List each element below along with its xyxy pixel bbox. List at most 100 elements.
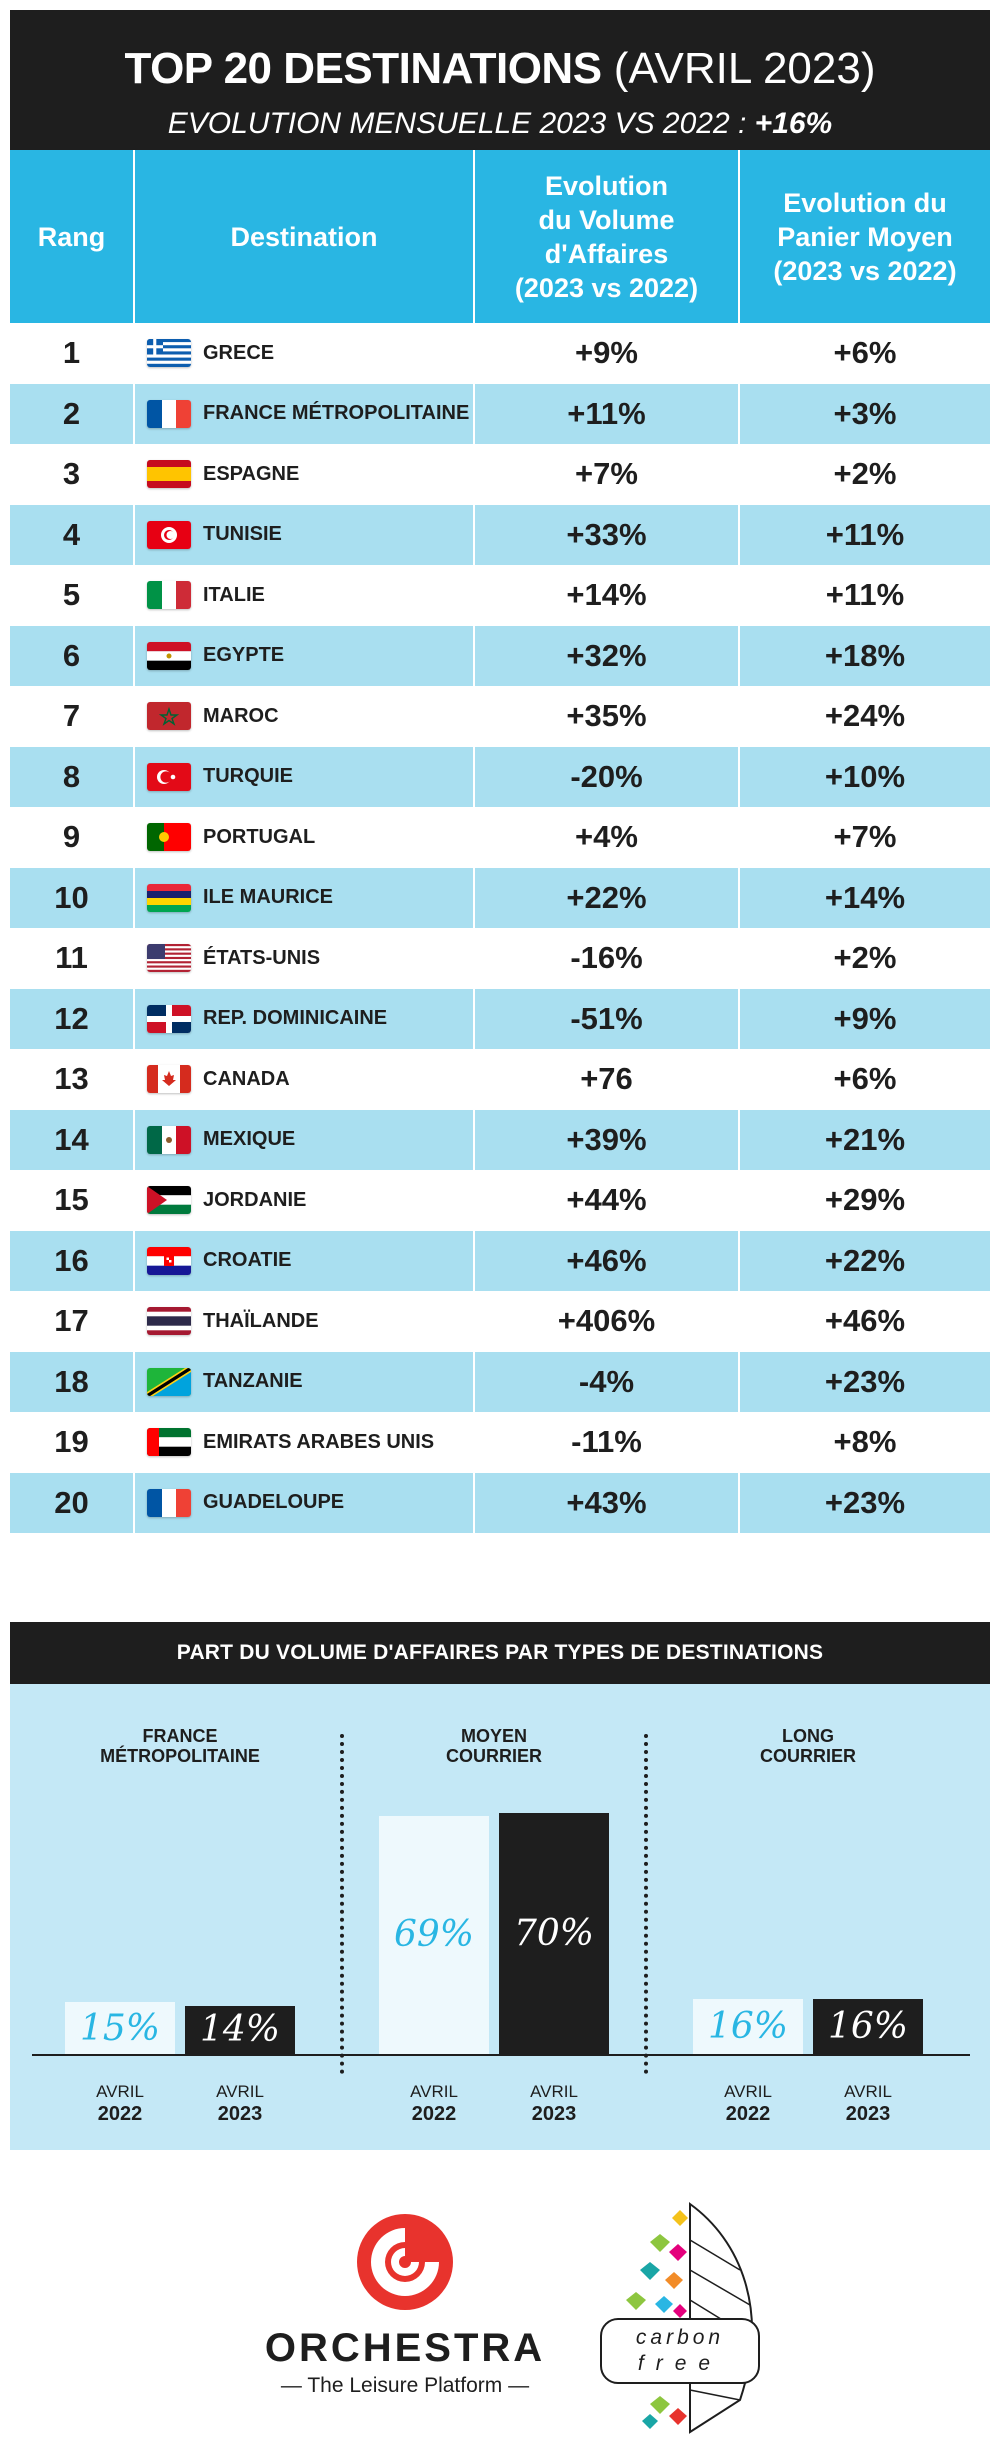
- row-rank: 8: [10, 746, 135, 807]
- row-volume: +76: [475, 1049, 740, 1110]
- row-destination: REP. DOMINICAINE: [135, 988, 475, 1049]
- table-row: 12 REP. DOMINICAINE -51% +9%: [10, 988, 990, 1049]
- row-rank: 18: [10, 1351, 135, 1412]
- table-row: 3 ESPAGNE +7% +2%: [10, 444, 990, 505]
- bar-2022: 69%: [379, 1815, 489, 2054]
- group-label: FRANCE MÉTROPOLITAINE: [50, 1726, 310, 1766]
- row-volume: +32%: [475, 625, 740, 686]
- row-destination: PORTUGAL: [135, 807, 475, 868]
- orchestra-name: ORCHESTRA: [264, 2326, 546, 2370]
- bar-2023: 14%: [185, 2005, 295, 2054]
- row-volume: -20%: [475, 746, 740, 807]
- tick-year: 2023: [217, 2103, 263, 2125]
- x-tick-label: AVRIL 2023: [185, 2082, 295, 2126]
- carbon-free-badge: carbon free: [600, 2318, 760, 2384]
- row-destination-label: EMIRATS ARABES UNIS: [203, 1430, 435, 1453]
- row-rank: 17: [10, 1291, 135, 1352]
- italy-flag-icon: [147, 581, 191, 610]
- row-rank: 13: [10, 1049, 135, 1110]
- header-basket-line: (2023 vs 2022): [773, 255, 957, 286]
- row-basket: +9%: [833, 1000, 897, 1036]
- row-destination-label: TUNISIE: [203, 523, 282, 546]
- row-destination-label: MEXIQUE: [203, 1128, 296, 1151]
- orchestra-logo: ORCHESTRA — The Leisure Platform —: [240, 2210, 570, 2410]
- carbon-text: carbon: [635, 2326, 725, 2349]
- row-volume: +22%: [475, 867, 740, 928]
- row-volume: +46%: [475, 1230, 740, 1291]
- tick-month: AVRIL: [530, 2082, 578, 2101]
- usa-flag-icon: [147, 944, 191, 973]
- title-main: TOP 20 DESTINATIONS: [124, 44, 603, 93]
- row-basket: +23%: [824, 1484, 906, 1520]
- row-rank: 10: [10, 867, 135, 928]
- row-volume: -11%: [475, 1412, 740, 1473]
- table-row: 5 ITALIE +14% +11%: [10, 565, 990, 626]
- chart-title: PART DU VOLUME D'AFFAIRES PAR TYPES DE D…: [10, 1622, 990, 1684]
- row-rank: 9: [10, 807, 135, 868]
- table-row: 9 PORTUGAL +4% +7%: [10, 807, 990, 868]
- uae-flag-icon: [147, 1428, 191, 1457]
- table-row: 1 GRECE +9% +6%: [10, 323, 990, 384]
- tick-month: AVRIL: [96, 2082, 144, 2101]
- bar-2023: 70%: [499, 1812, 609, 2054]
- row-destination: ESPAGNE: [135, 444, 475, 505]
- table-row: 14 MEXIQUE +39% +21%: [10, 1109, 990, 1170]
- row-basket: +46%: [824, 1303, 906, 1339]
- table-row: 6 EGYPTE +32% +18%: [10, 625, 990, 686]
- row-rank: 6: [10, 625, 135, 686]
- tick-year: 2022: [411, 2103, 457, 2125]
- page-title: TOP 20 DESTINATIONS (AVRIL 2023): [10, 44, 990, 94]
- row-rank: 19: [10, 1412, 135, 1473]
- row-destination-label: ÉTATS-UNIS: [203, 946, 321, 969]
- row-destination: FRANCE MÉTROPOLITAINE: [135, 383, 475, 444]
- table-row: 7 MAROC +35% +24%: [10, 686, 990, 747]
- row-destination: CANADA: [135, 1049, 475, 1110]
- row-basket: +8%: [833, 1424, 897, 1460]
- table-row: 16 CROATIE +46% +22%: [10, 1230, 990, 1291]
- table-row: 11 ÉTATS-UNIS -16% +2%: [10, 928, 990, 989]
- table-row: 8 TURQUIE -20% +10%: [10, 746, 990, 807]
- table-row: 4 TUNISIE +33% +11%: [10, 504, 990, 565]
- row-destination: TUNISIE: [135, 504, 475, 565]
- row-basket: +11%: [825, 577, 905, 613]
- bar-2023: 16%: [813, 1998, 923, 2054]
- row-destination: TURQUIE: [135, 746, 475, 807]
- group-label-line: COURRIER: [759, 1746, 856, 1766]
- guadeloupe-flag-icon: [147, 1488, 191, 1517]
- row-basket: +22%: [824, 1242, 906, 1278]
- row-basket: +2%: [833, 940, 897, 976]
- carbon-free-logo: carbon free: [590, 2200, 790, 2440]
- row-rank: 5: [10, 565, 135, 626]
- row-destination: ITALIE: [135, 565, 475, 626]
- row-destination-label: FRANCE MÉTROPOLITAINE: [203, 402, 470, 425]
- row-basket: +23%: [824, 1363, 906, 1399]
- row-basket: +10%: [824, 758, 906, 794]
- row-rank: 3: [10, 444, 135, 505]
- row-destination: JORDANIE: [135, 1170, 475, 1231]
- row-volume: +7%: [475, 444, 740, 505]
- table-row: 2 FRANCE MÉTROPOLITAINE +11% +3%: [10, 383, 990, 444]
- bar-2022: 16%: [693, 1998, 803, 2054]
- tick-year: 2023: [845, 2103, 891, 2125]
- header-basket-line: Evolution du: [783, 187, 947, 218]
- thailand-flag-icon: [147, 1307, 191, 1336]
- row-basket: +11%: [825, 516, 905, 552]
- row-rank: 2: [10, 383, 135, 444]
- row-destination-label: THAÏLANDE: [203, 1309, 319, 1332]
- row-volume: +43%: [475, 1472, 740, 1533]
- row-rank: 11: [10, 928, 135, 989]
- row-destination: THAÏLANDE: [135, 1291, 475, 1352]
- row-basket: +29%: [824, 1182, 906, 1218]
- bar-value-label: 16%: [707, 2005, 788, 2047]
- tick-month: AVRIL: [410, 2082, 458, 2101]
- page-header: TOP 20 DESTINATIONS (AVRIL 2023) EVOLUTI…: [10, 10, 990, 150]
- row-destination: MAROC: [135, 686, 475, 747]
- row-basket: +6%: [833, 335, 897, 371]
- row-rank: 1: [10, 323, 135, 384]
- tick-year: 2023: [531, 2103, 577, 2125]
- row-destination-label: JORDANIE: [203, 1188, 307, 1211]
- row-destination-label: ILE MAURICE: [203, 886, 333, 909]
- title-period: (AVRIL 2023): [613, 44, 876, 93]
- subtitle-value: +16%: [754, 107, 833, 140]
- row-destination-label: CANADA: [203, 1067, 290, 1090]
